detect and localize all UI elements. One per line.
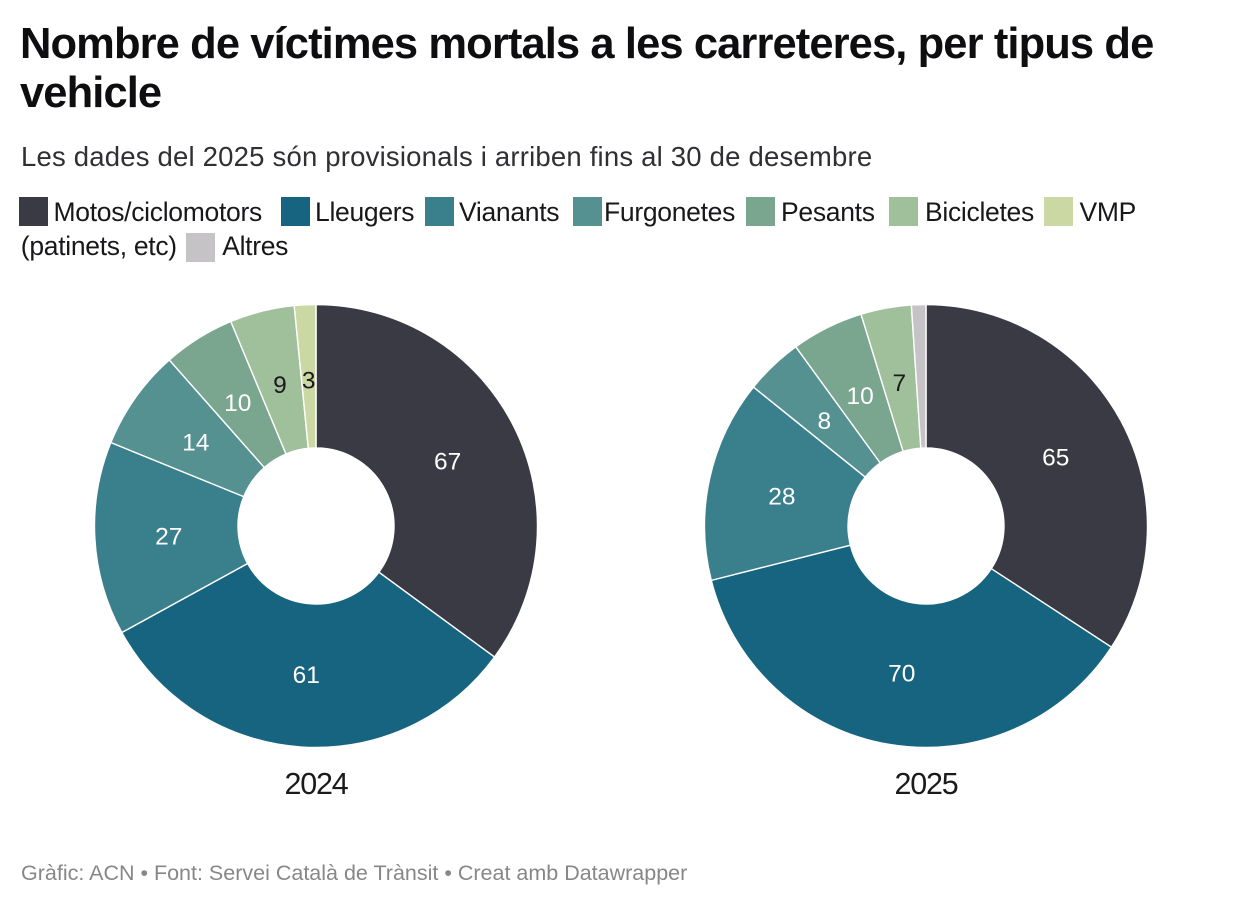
svg-text:10: 10 [224, 390, 251, 417]
svg-text:9: 9 [273, 372, 287, 399]
svg-text:3: 3 [302, 368, 316, 395]
svg-text:7: 7 [892, 370, 906, 397]
svg-text:14: 14 [182, 430, 209, 457]
svg-text:8: 8 [817, 408, 831, 435]
svg-text:28: 28 [768, 483, 795, 510]
svg-text:61: 61 [293, 662, 320, 689]
svg-text:27: 27 [155, 523, 182, 550]
svg-text:65: 65 [1042, 445, 1069, 472]
svg-text:70: 70 [888, 660, 915, 687]
svg-text:67: 67 [434, 448, 461, 475]
svg-text:10: 10 [846, 383, 873, 410]
